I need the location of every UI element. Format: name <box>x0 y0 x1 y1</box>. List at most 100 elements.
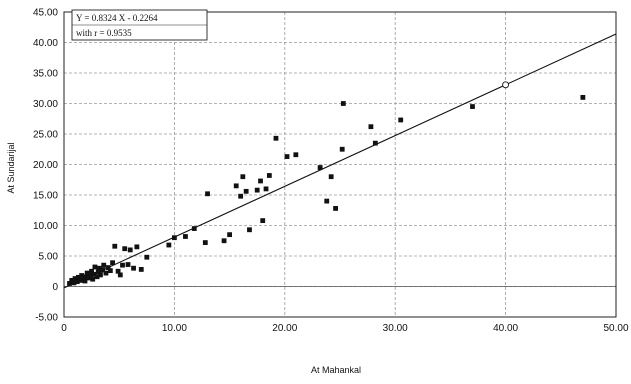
equation-box: Y = 0.8324 X - 0.2264 with r = 0.9535 <box>71 9 208 41</box>
data-point <box>125 262 131 267</box>
x-tick-label: 30.00 <box>383 323 408 334</box>
data-point <box>100 267 106 273</box>
data-point <box>67 281 72 286</box>
y-axis-label: At Sundarijal <box>6 142 16 193</box>
data-points <box>67 95 586 286</box>
data-point <box>105 265 111 270</box>
data-point <box>328 174 334 180</box>
data-point <box>243 188 249 194</box>
y-tick-label: 20.00 <box>33 160 58 171</box>
data-point <box>333 206 338 211</box>
data-point <box>71 280 77 286</box>
data-point <box>172 235 177 241</box>
data-point <box>91 271 97 277</box>
data-point <box>273 135 279 141</box>
data-point <box>88 272 93 278</box>
data-point <box>144 254 150 260</box>
data-point <box>98 272 103 278</box>
data-point <box>258 178 263 184</box>
equation-line-1: Y = 0.8324 X - 0.2264 <box>76 13 158 23</box>
plot-area-border <box>63 11 617 318</box>
x-tick-label: 50.00 <box>603 323 628 334</box>
data-point <box>470 104 475 109</box>
data-point <box>263 186 269 192</box>
y-tick-label: 40.00 <box>33 38 58 49</box>
data-point <box>368 124 374 130</box>
data-point <box>117 272 123 278</box>
data-point <box>103 270 109 276</box>
data-point <box>580 95 586 100</box>
data-point <box>238 193 244 199</box>
data-point <box>138 267 144 272</box>
x-tick-label: 0 <box>61 323 67 334</box>
y-tick-label: 35.00 <box>33 69 58 80</box>
data-point <box>107 268 113 274</box>
data-point <box>339 146 345 152</box>
data-point <box>78 278 83 283</box>
data-point <box>227 232 232 238</box>
data-point <box>134 244 140 250</box>
data-point <box>266 173 272 178</box>
regression-line-marker <box>502 81 510 89</box>
y-tick-label: 0 <box>52 282 58 293</box>
data-point <box>247 227 252 233</box>
data-point <box>254 187 260 193</box>
data-point <box>131 265 136 271</box>
x-tick-label: 40.00 <box>493 323 518 334</box>
x-axis-label: At Mahankal <box>311 365 361 375</box>
data-point <box>293 152 299 158</box>
y-tick-label: 5.00 <box>39 252 59 263</box>
data-point <box>94 274 100 280</box>
data-point <box>191 226 197 231</box>
data-point <box>260 218 266 224</box>
y-tick-label: 45.00 <box>33 8 58 19</box>
data-point <box>233 183 239 189</box>
data-point <box>317 165 323 170</box>
data-point <box>340 101 346 106</box>
data-point <box>74 279 80 285</box>
y-tick-label: 10.00 <box>33 221 58 232</box>
data-point <box>79 273 85 278</box>
data-point <box>284 154 290 159</box>
data-point <box>398 117 404 123</box>
y-tick-label: -5.00 <box>35 313 58 324</box>
data-point <box>89 268 94 274</box>
data-point <box>101 262 107 268</box>
data-point <box>183 234 188 239</box>
data-point <box>115 268 121 274</box>
data-point <box>95 269 101 275</box>
y-tick-labels: -5.00 0 5.00 10.00 15.00 20.00 25.00 30.00 35.00… <box>33 8 58 324</box>
data-point <box>112 243 118 249</box>
data-point <box>240 174 246 180</box>
data-point <box>122 246 128 252</box>
data-point <box>92 264 98 270</box>
data-point <box>205 191 210 197</box>
data-point <box>90 276 96 282</box>
gridlines <box>64 12 616 317</box>
y-tick-label: 30.00 <box>33 99 58 110</box>
x-tick-label: 20.00 <box>272 323 297 334</box>
data-point <box>96 265 102 271</box>
y-tick-label: 25.00 <box>33 130 58 141</box>
data-point <box>166 242 172 248</box>
y-tick-label: 15.00 <box>33 191 58 202</box>
data-point <box>120 262 125 268</box>
data-point <box>72 276 78 281</box>
data-point <box>127 247 133 253</box>
equation-line-2: with r = 0.9535 <box>76 28 132 38</box>
data-point <box>202 240 208 245</box>
x-tick-labels: 0 10.00 20.00 30.00 40.00 50.00 <box>61 323 629 334</box>
data-point <box>83 274 89 280</box>
regression-line <box>63 33 617 289</box>
data-point <box>324 198 330 204</box>
data-point <box>110 260 115 266</box>
x-tick-label: 10.00 <box>162 323 187 334</box>
data-point <box>75 274 81 280</box>
data-point <box>82 278 88 284</box>
data-point <box>69 278 75 283</box>
data-point <box>86 275 92 281</box>
data-point <box>221 238 227 244</box>
data-point <box>372 140 378 146</box>
data-point <box>84 270 90 276</box>
